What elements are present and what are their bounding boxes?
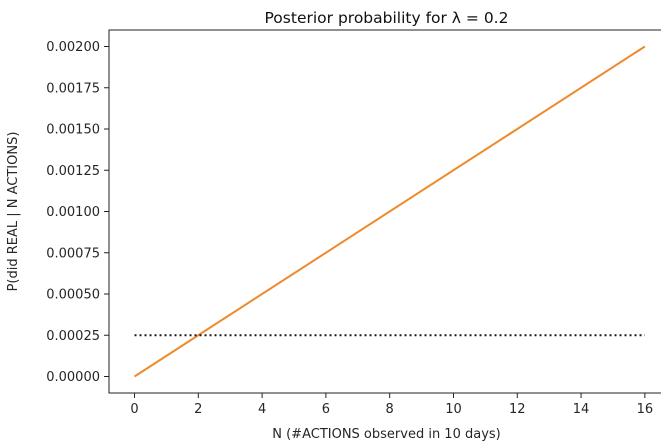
x-axis-label: N (#ACTIONS observed in 10 days) xyxy=(272,427,501,442)
x-tick-label: 8 xyxy=(386,402,394,417)
posterior-line xyxy=(133,45,646,378)
y-tick-label: 0.00125 xyxy=(46,164,100,179)
y-tick-label: 0.00100 xyxy=(46,205,100,220)
y-tick-label: 0.00075 xyxy=(46,246,100,261)
x-tick-label: 14 xyxy=(573,402,590,417)
chart-title: Posterior probability for λ = 0.2 xyxy=(265,9,509,27)
y-tick-label: 0.00175 xyxy=(46,81,100,96)
x-tick-label: 4 xyxy=(258,402,266,417)
y-tick-label: 0.00050 xyxy=(46,288,100,303)
x-tick-label: 12 xyxy=(509,402,526,417)
series-layer xyxy=(133,45,646,378)
x-tick-label: 6 xyxy=(322,402,330,417)
y-axis: 0.00000 0.00025 0.00050 0.00075 0.00100 0.001… xyxy=(46,40,109,385)
x-axis: 0 2 4 6 8 10 12 14 16 xyxy=(130,393,653,417)
y-tick-label: 0.00000 xyxy=(46,370,100,385)
x-tick-label: 10 xyxy=(445,402,462,417)
y-axis-label: P(did REAL | N ACTIONS) xyxy=(6,132,21,292)
y-tick-label: 0.00025 xyxy=(46,329,100,344)
x-tick-label: 0 xyxy=(130,402,138,417)
y-tick-label: 0.00200 xyxy=(46,40,100,55)
y-tick-label: 0.00150 xyxy=(46,123,100,138)
x-tick-label: 16 xyxy=(637,402,654,417)
x-tick-label: 2 xyxy=(194,402,202,417)
